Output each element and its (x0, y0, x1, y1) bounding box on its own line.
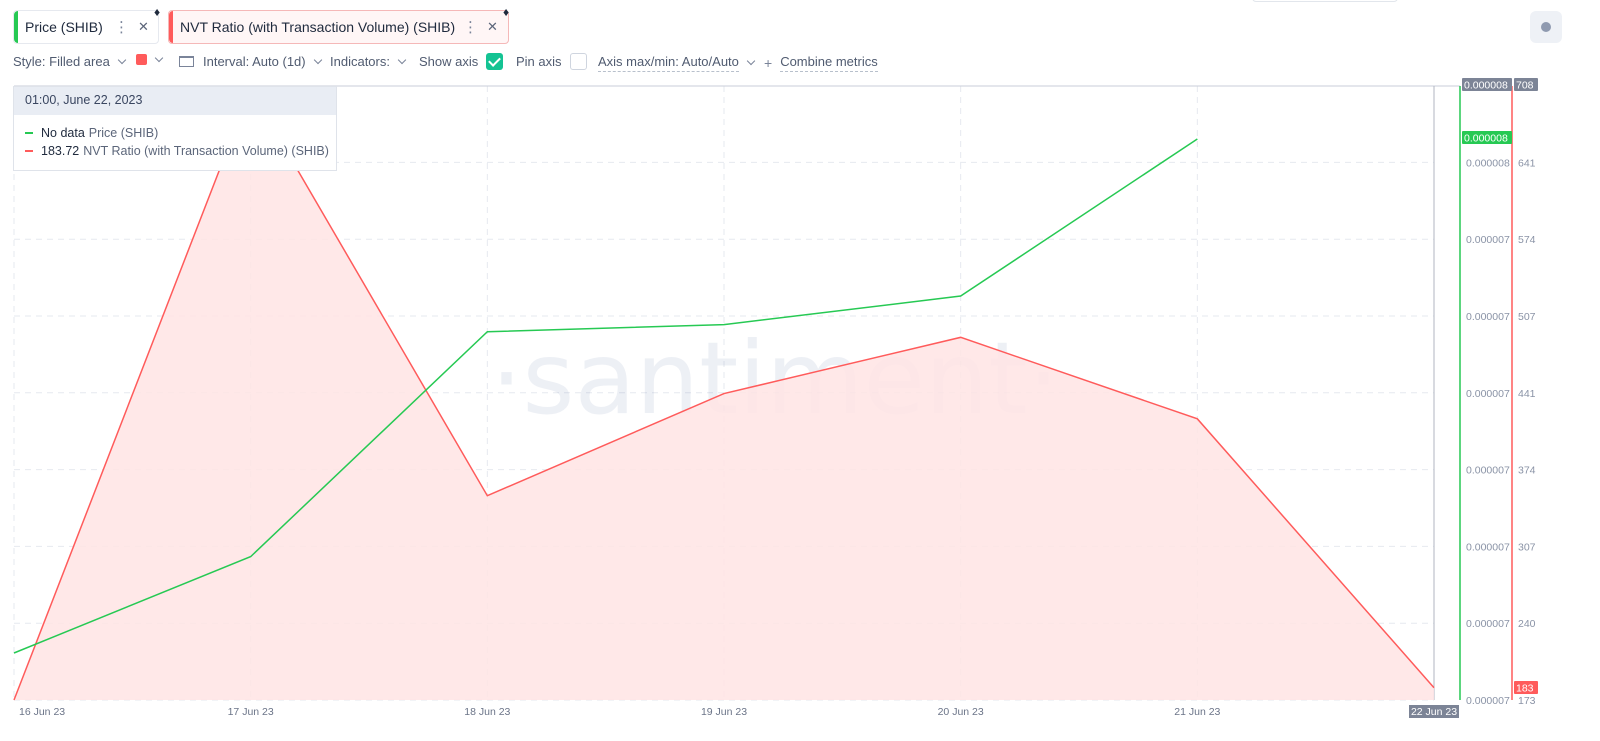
ethereum-icon: ♦ (503, 5, 510, 19)
chart-tooltip: 01:00, June 22, 2023 No data Price (SHIB… (13, 86, 337, 171)
interval-label: Interval: Auto (1d) (203, 54, 306, 69)
nvt-axis-tick-label: 307 (1518, 541, 1536, 553)
show-axis-label: Show axis (419, 54, 479, 69)
x-axis-tick-label: 21 Jun 23 (1174, 706, 1220, 718)
combine-metrics-label: Combine metrics (780, 54, 878, 72)
color-swatch (136, 54, 147, 65)
price-current-badge: 0.000008 (1462, 131, 1512, 145)
ethereum-icon: ♦ (154, 5, 161, 19)
metric-tab-label: Price (SHIB) (25, 19, 103, 35)
style-label: Style: Filled area (13, 54, 110, 69)
price-axis-tick-label: 0.000007 (1466, 234, 1510, 246)
price-axis-tick-label: 0.000008 (1466, 157, 1510, 169)
price-axis-max-badge: 0.000008 (1462, 78, 1512, 92)
interval-dropdown[interactable]: Interval: Auto (1d) (179, 54, 322, 69)
price-axis-tick-label: 0.000007 (1466, 618, 1510, 630)
nvt-axis-tick-label: 641 (1518, 157, 1536, 169)
x-axis-tick-label: 18 Jun 23 (464, 706, 510, 718)
chart-series (13, 87, 1435, 701)
tooltip-line-swatch (25, 132, 33, 134)
settings-toggle-button[interactable] (1530, 11, 1562, 43)
price-axis-tick-label: 0.000007 (1466, 465, 1510, 477)
x-axis-tick-label: 17 Jun 23 (228, 706, 274, 718)
tooltip-metric-name: Price (SHIB) (88, 126, 159, 140)
more-options-icon[interactable]: ⋮ (463, 19, 478, 36)
x-axis-tick-label: 20 Jun 23 (938, 706, 984, 718)
metric-color-bar (169, 11, 173, 43)
crosshair-date-badge: 22 Jun 23 (1409, 705, 1459, 718)
color-picker[interactable] (136, 53, 164, 65)
x-axis-tick-label: 19 Jun 23 (701, 706, 747, 718)
nvt-current-badge-bg (1514, 681, 1538, 694)
price-axis-tick-label: 0.000007 (1466, 541, 1510, 553)
indicators-dropdown[interactable]: Indicators: (330, 54, 407, 69)
crosshair-date-badge-text: 22 Jun 23 (1411, 706, 1457, 718)
tooltip-line-swatch (25, 150, 33, 152)
price-series-line (13, 138, 1198, 654)
x-axis-tick-label: 16 Jun 23 (19, 706, 65, 718)
metric-tab-price[interactable]: Price (SHIB) ⋮ ✕ ♦ (13, 5, 160, 44)
indicators-label: Indicators: (330, 54, 390, 69)
show-axis-toggle[interactable]: Show axis (419, 53, 504, 70)
nvt-axis-max-badge-bg (1514, 78, 1538, 91)
axis-maxmin-label: Axis max/min: Auto/Auto (598, 54, 739, 72)
tooltip-row-price: No data Price (SHIB) (25, 126, 158, 140)
metric-color-bar (14, 11, 18, 43)
pin-axis-label: Pin axis (516, 54, 562, 69)
more-options-icon[interactable]: ⋮ (114, 19, 129, 36)
axis-maxmin-dropdown[interactable]: Axis max/min: Auto/Auto (598, 54, 756, 72)
nvt-area-fill (14, 89, 1434, 700)
nvt-axis-tick-label: 441 (1518, 388, 1536, 400)
plus-icon: + (764, 55, 773, 71)
price-axis-tick-label: 0.000007 (1466, 388, 1510, 400)
chart-axes: 0.000007 0.000007 0.000007 0.000007 0.000007… (19, 78, 1538, 718)
nvt-current-badge: 183 (1514, 681, 1538, 695)
pin-axis-checkbox[interactable] (569, 53, 587, 70)
close-icon[interactable]: ✕ (138, 19, 149, 34)
nvt-current-badge-text: 183 (1516, 683, 1534, 695)
tooltip-row-nvt: 183.72 NVT Ratio (with Transaction Volum… (25, 144, 329, 158)
close-icon[interactable]: ✕ (487, 19, 498, 34)
crosshair-date-badge-bg (1409, 705, 1459, 718)
nvt-axis-max-badge-text: 708 (1516, 80, 1534, 92)
price-axis-tick-label: 0.000007 (1466, 311, 1510, 323)
show-axis-checkbox[interactable] (486, 53, 504, 70)
price-current-badge-bg (1462, 131, 1512, 144)
price-axis-max-badge-text: 0.000008 (1464, 80, 1508, 92)
tooltip-value: 183.72 (41, 144, 80, 158)
style-dropdown[interactable]: Style: Filled area (13, 54, 127, 69)
ruler-icon (179, 56, 194, 67)
nvt-axis-max-badge: 708 (1514, 78, 1538, 92)
metric-tab-nvt[interactable]: NVT Ratio (with Transaction Volume) (SHI… (168, 5, 509, 44)
metric-tab-label: NVT Ratio (with Transaction Volume) (SHI… (180, 19, 456, 35)
price-axis-max-badge-bg (1462, 78, 1512, 91)
tooltip-metric-name: NVT Ratio (with Transaction Volume) (SHI… (83, 144, 329, 158)
nvt-axis-tick-label: 173 (1518, 695, 1536, 707)
price-axis-tick-label: 0.000007 (1466, 695, 1510, 707)
nvt-axis-tick-label: 374 (1518, 465, 1536, 477)
nvt-axis-tick-label: 240 (1518, 618, 1536, 630)
tooltip-date: 01:00, June 22, 2023 (14, 87, 336, 115)
combine-metrics-button[interactable]: + Combine metrics (764, 54, 878, 72)
price-current-badge-text: 0.000008 (1464, 133, 1508, 145)
tooltip-value: No data (41, 126, 85, 140)
nvt-axis-tick-label: 574 (1518, 234, 1536, 246)
pin-axis-toggle[interactable]: Pin axis (516, 53, 587, 70)
nvt-axis-tick-label: 507 (1518, 311, 1536, 323)
